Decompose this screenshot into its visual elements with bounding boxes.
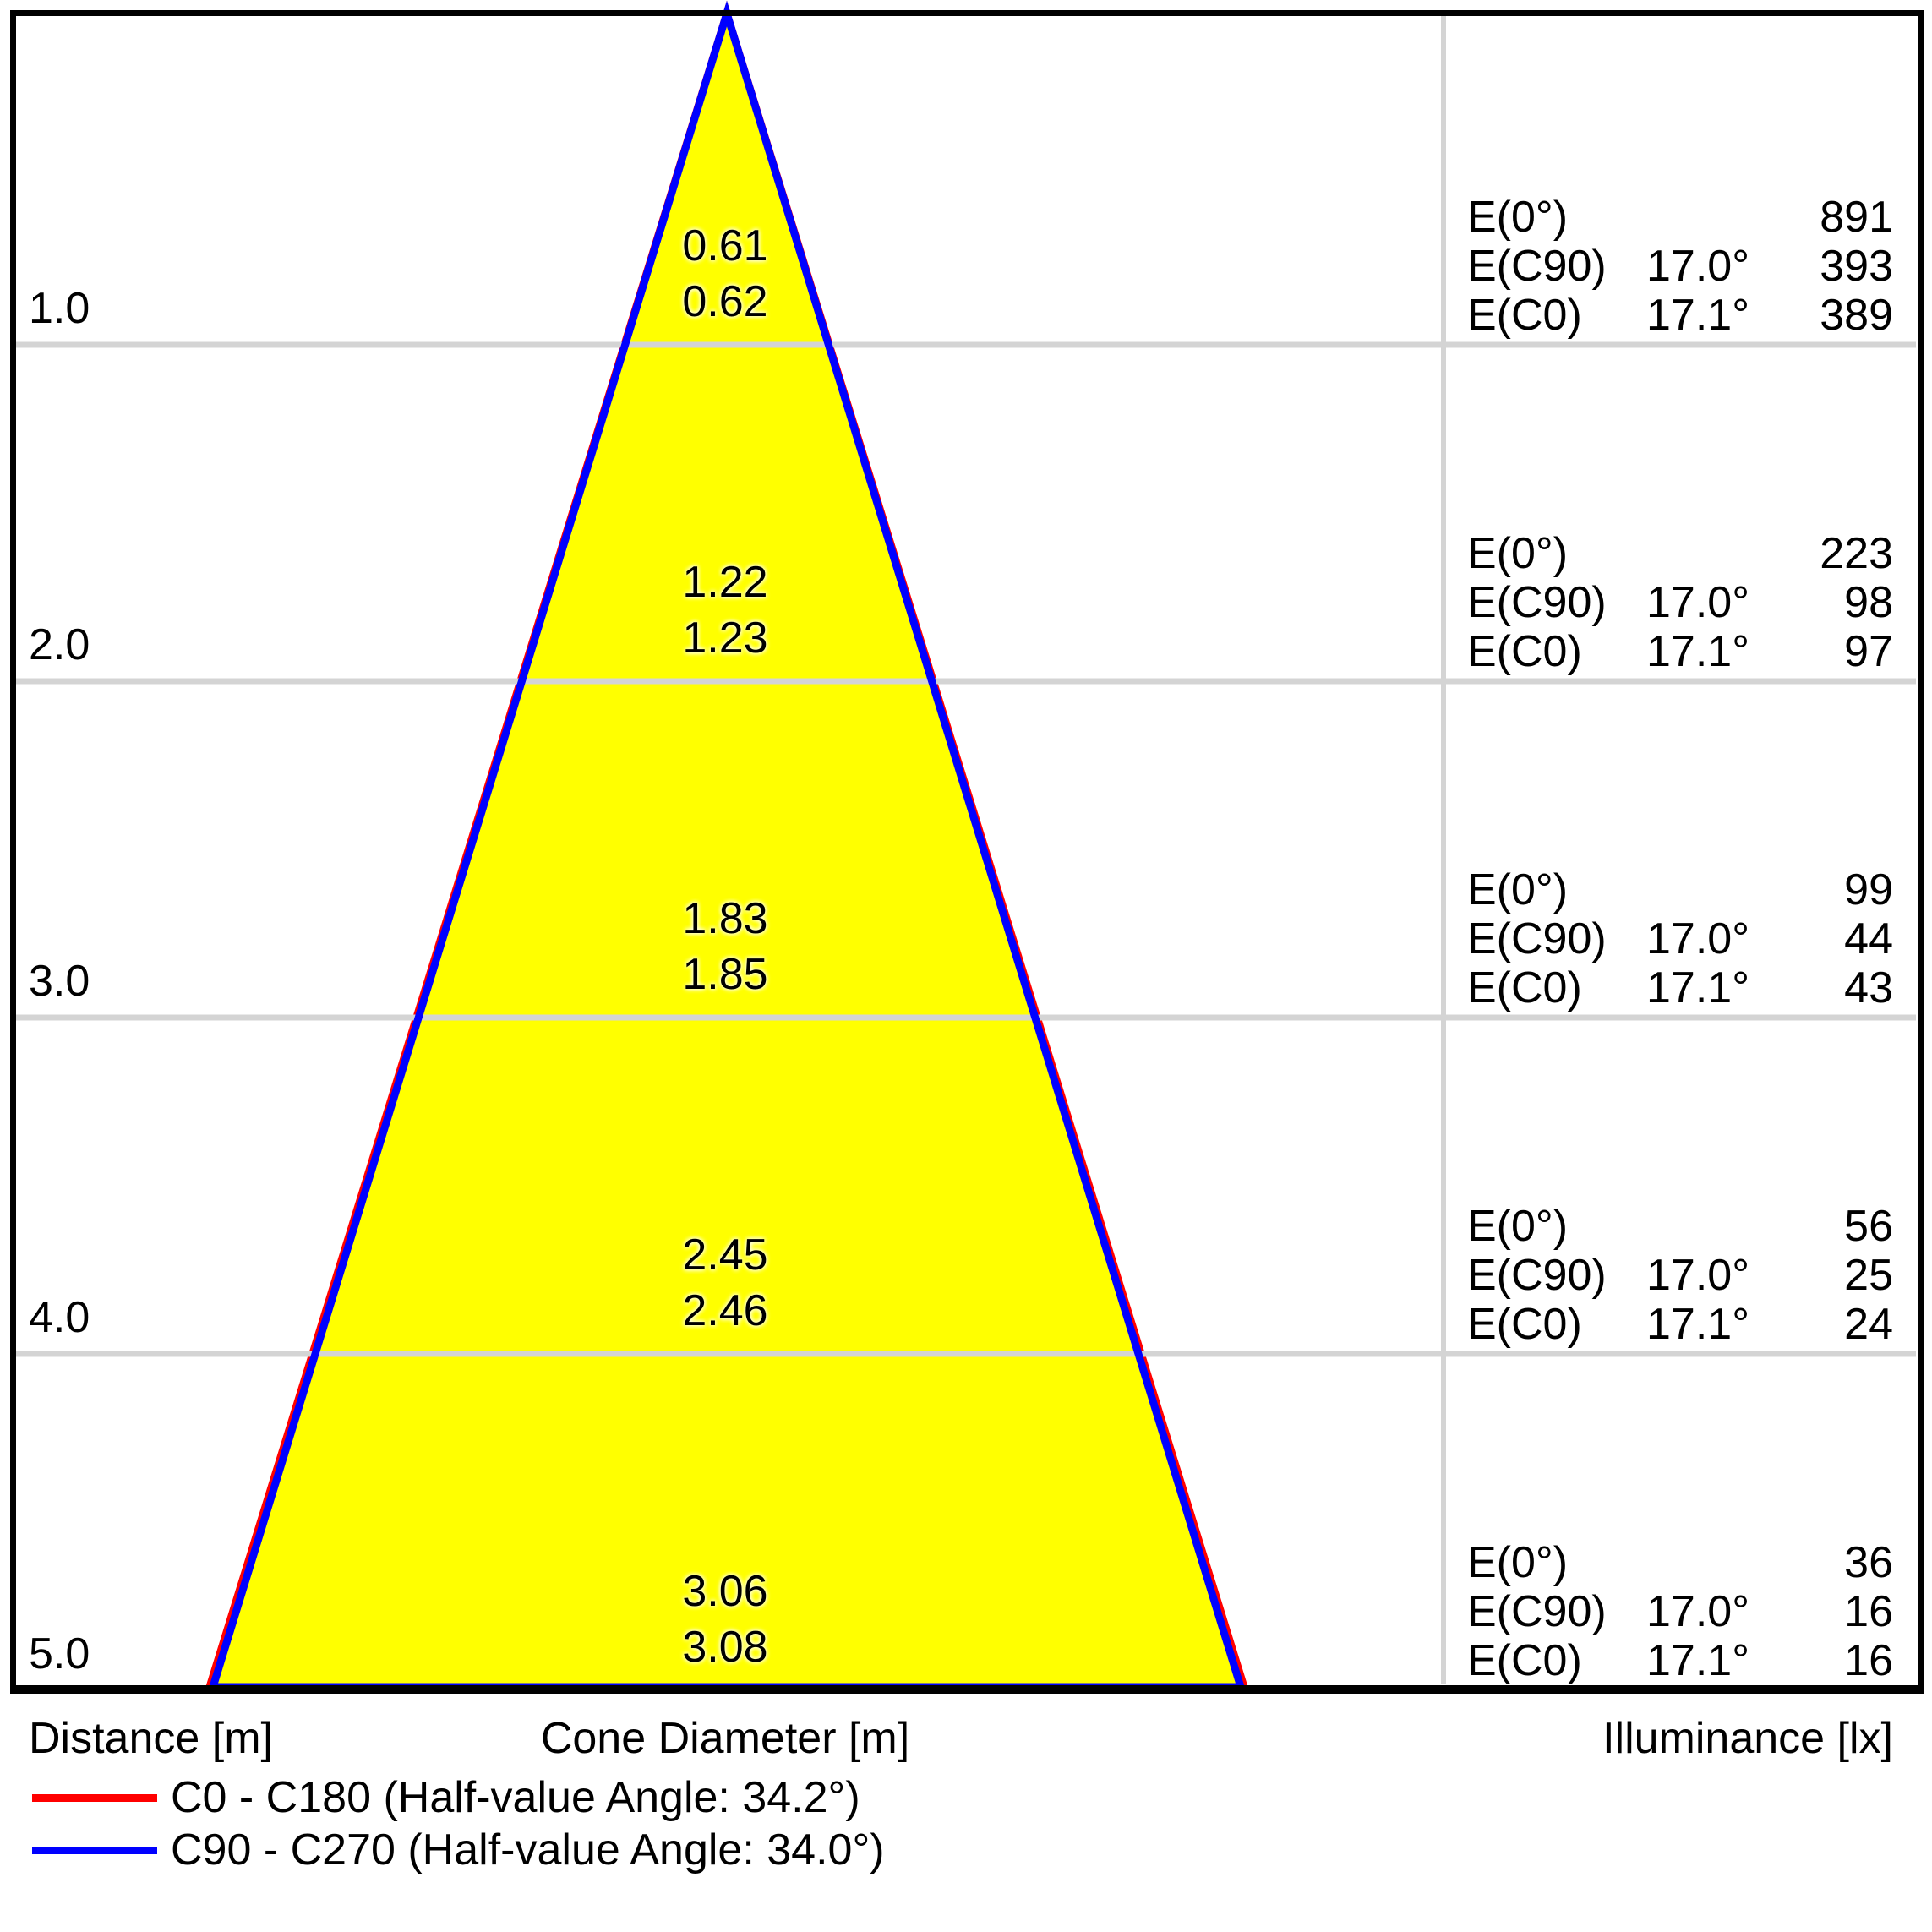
cone-diameter-c90: 1.83 [682,894,768,943]
distance-label: 4.0 [29,1293,90,1342]
axis-label-cone-diameter: Cone Diameter [m] [540,1714,910,1763]
cone-diameter-c90: 0.61 [682,221,768,270]
legend-entry-c90-c270: C90 - C270 (Half-value Angle: 34.0°) [32,1826,885,1875]
illuminance-angle: 17.0° [1646,578,1750,627]
illuminance-label: E(C0) [1467,1636,1582,1685]
axis-label-distance: Distance [m] [29,1714,273,1763]
legend-label: C90 - C270 (Half-value Angle: 34.0°) [171,1826,885,1875]
illuminance-value: 43 [1844,963,1893,1012]
illuminance-value: 393 [1820,242,1893,291]
legend-entry-c0-c180: C0 - C180 (Half-value Angle: 34.2°) [32,1773,860,1822]
illuminance-value: 98 [1844,578,1893,627]
illuminance-value: 56 [1844,1202,1893,1251]
cone-diameter-c90: 1.22 [682,558,768,607]
illuminance-value: 223 [1820,529,1893,578]
illuminance-angle: 17.1° [1646,291,1750,340]
cone-diameter-c0: 3.08 [682,1623,768,1672]
axis-label-illuminance: Illuminance [lx] [1602,1714,1893,1763]
illuminance-label: E(C0) [1467,963,1582,1012]
illuminance-angle: 17.1° [1646,627,1750,676]
legend-label: C0 - C180 (Half-value Angle: 34.2°) [171,1773,860,1822]
illuminance-label: E(C90) [1467,242,1607,291]
illuminance-label: E(C90) [1467,578,1607,627]
illuminance-value: 16 [1844,1636,1893,1685]
distance-label: 1.0 [29,284,90,333]
cone-diameter-c90: 3.06 [682,1567,768,1616]
illuminance-value: 25 [1844,1251,1893,1300]
illuminance-label: E(0°) [1467,1202,1569,1251]
illuminance-value: 36 [1844,1538,1893,1587]
cone-diameter-c0: 1.85 [682,950,768,999]
illuminance-angle: 17.1° [1646,1636,1750,1685]
illuminance-label: E(C0) [1467,627,1582,676]
illuminance-value: 16 [1844,1587,1893,1636]
illuminance-label: E(0°) [1467,865,1569,914]
distance-label: 3.0 [29,957,90,1006]
illuminance-label: E(C90) [1467,1251,1607,1300]
illuminance-label: E(C0) [1467,1300,1582,1349]
illuminance-value: 389 [1820,291,1893,340]
blue-line-swatch [32,1846,157,1854]
illuminance-angle: 17.0° [1646,1587,1750,1636]
grid-lines [16,16,1916,1684]
illuminance-value: 891 [1820,193,1893,242]
cone-fill-c90-c270 [213,14,1241,1687]
illuminance-angle: 17.1° [1646,1300,1750,1349]
distance-label: 5.0 [29,1629,90,1678]
illuminance-label: E(C90) [1467,1587,1607,1636]
illuminance-angle: 17.0° [1646,242,1750,291]
cone-diameter-c90: 2.45 [682,1231,768,1280]
illuminance-label: E(0°) [1467,1538,1569,1587]
illuminance-angle: 17.0° [1646,1251,1750,1300]
illuminance-value: 99 [1844,865,1893,914]
illuminance-value: 97 [1844,627,1893,676]
cone-diameter-c0: 2.46 [682,1286,768,1335]
distance-label: 2.0 [29,620,90,669]
cone-diameter-c0: 1.23 [682,614,768,663]
illuminance-angle: 17.1° [1646,963,1750,1012]
illuminance-value: 44 [1844,914,1893,963]
illuminance-label: E(C90) [1467,914,1607,963]
illuminance-label: E(C0) [1467,291,1582,340]
illuminance-value: 24 [1844,1300,1893,1349]
illuminance-angle: 17.0° [1646,914,1750,963]
illuminance-label: E(0°) [1467,529,1569,578]
cone-diameter-c0: 0.62 [682,277,768,326]
red-line-swatch [32,1793,157,1802]
illuminance-label: E(0°) [1467,193,1569,242]
